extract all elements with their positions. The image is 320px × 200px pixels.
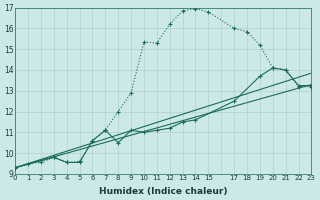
X-axis label: Humidex (Indice chaleur): Humidex (Indice chaleur) xyxy=(99,187,228,196)
